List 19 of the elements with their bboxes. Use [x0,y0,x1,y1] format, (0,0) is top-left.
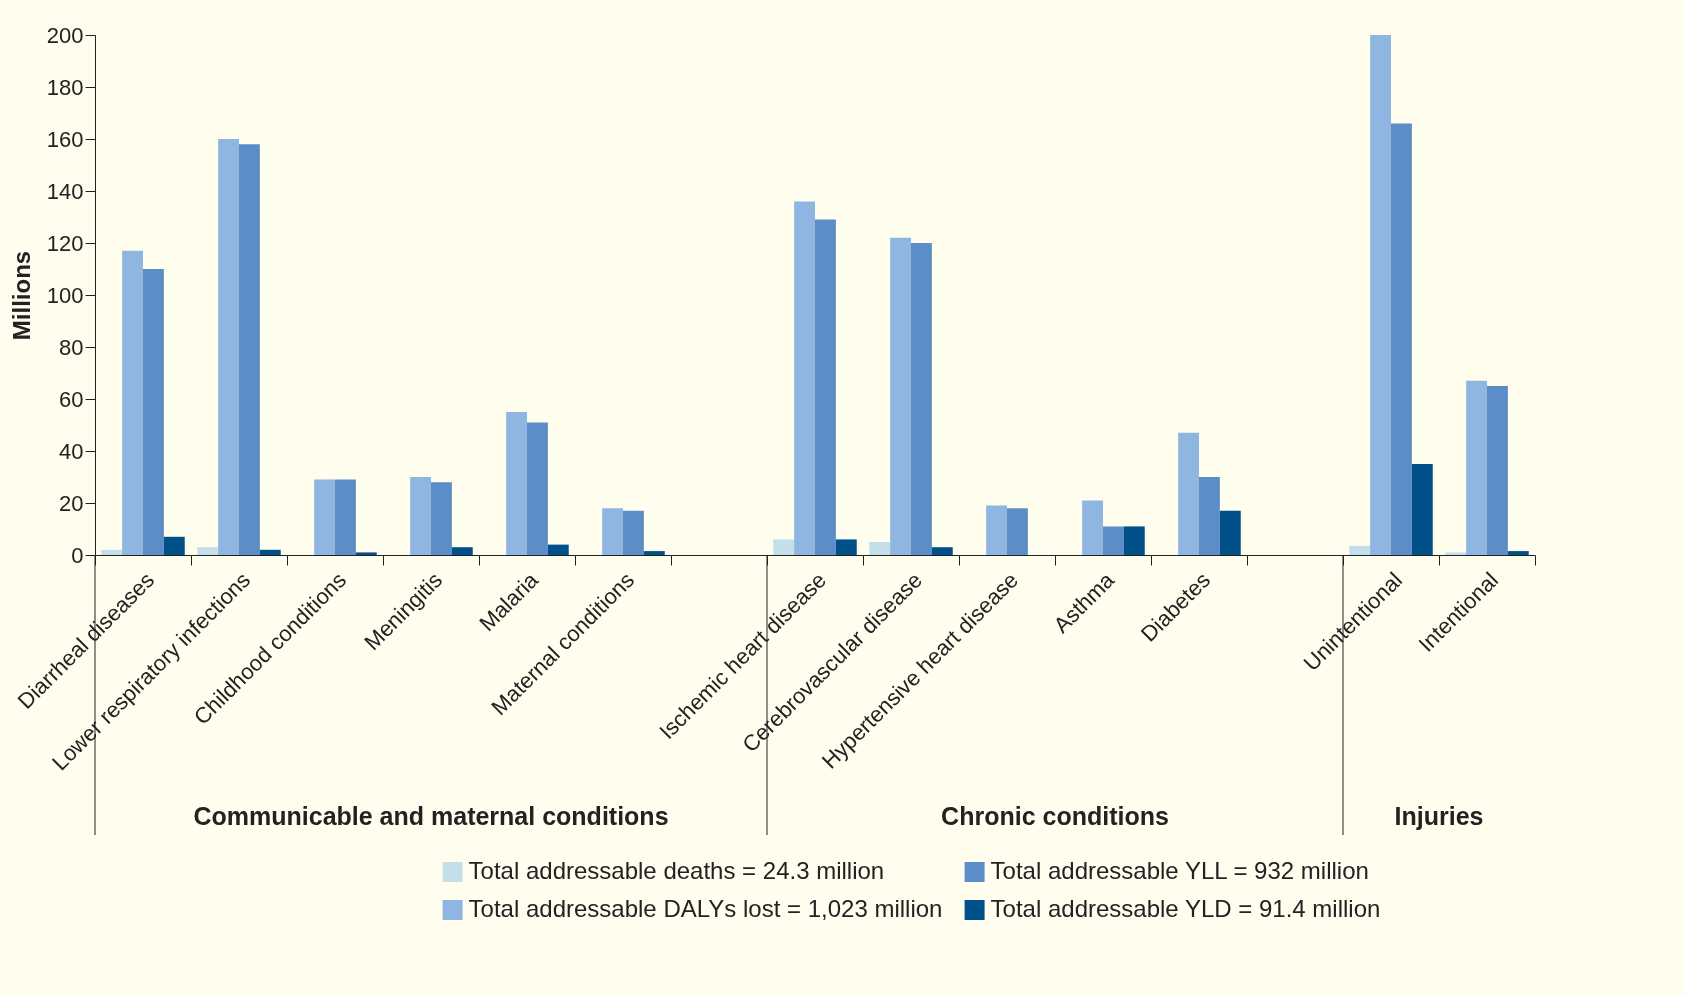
legend-label: Total addressable DALYs lost = 1,023 million [468,895,943,922]
y-tick-label: 140 [46,178,84,204]
y-axis-title: Millions [7,250,35,341]
y-tick-label: 120 [46,230,84,256]
y-tick-label: 60 [59,386,84,412]
text: Injuries [1394,802,1484,830]
y-tick-label: 180 [46,74,84,100]
y-tick-label: 0 [71,542,84,568]
text: Chronic conditions [941,802,1169,830]
y-tick-label: 20 [59,490,84,516]
legend-label: Total addressable YLL = 932 million [990,857,1369,884]
legend-label: Total addressable deaths = 24.3 million [468,857,885,884]
y-tick-label: 200 [46,22,84,48]
text: Communicable and maternal conditions [193,802,669,830]
y-tick-label: 100 [46,282,84,308]
legend-label: Total addressable YLD = 91.4 million [990,895,1381,922]
y-tick-label: 80 [59,334,84,360]
y-tick-label: 40 [59,438,84,464]
y-tick-label: 160 [46,126,84,152]
